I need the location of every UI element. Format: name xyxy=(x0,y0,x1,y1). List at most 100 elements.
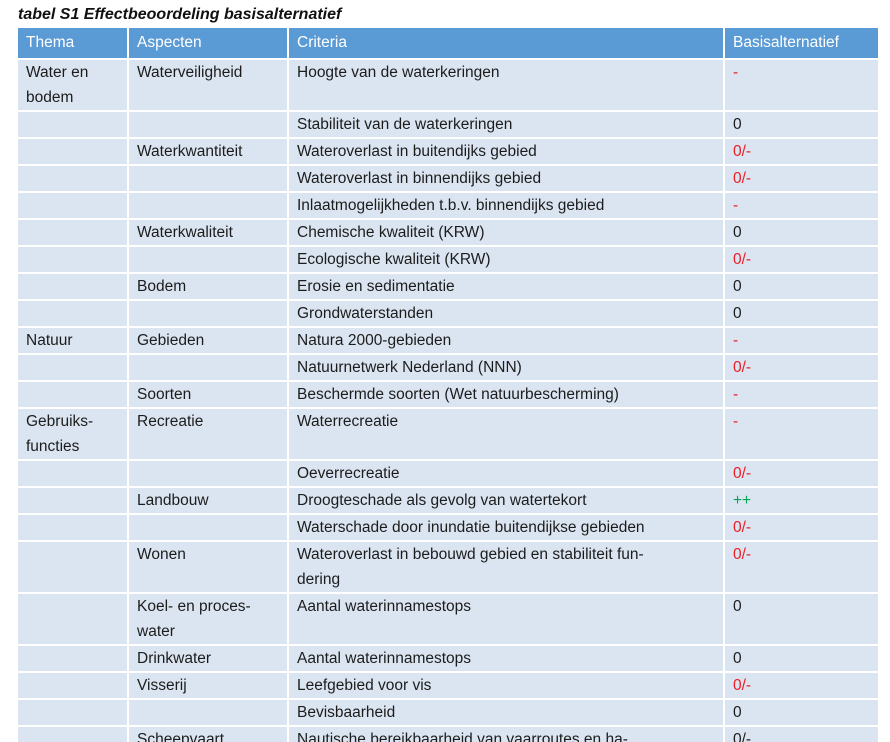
aspect-cell: Soorten xyxy=(127,380,288,408)
thema-cell: Water en bodem xyxy=(18,58,128,111)
thema-cell: Natuur xyxy=(18,326,128,354)
criteria-cell: Leefgebied voor vis xyxy=(287,671,724,699)
criteria-cell: Ecologische kwaliteit (KRW) xyxy=(287,245,724,273)
score-cell: 0/- xyxy=(723,513,878,541)
score-cell: 0 xyxy=(723,272,878,300)
criteria-cell: Wateroverlast in bebouwd gebied en stabi… xyxy=(287,540,724,593)
score-cell: 0/- xyxy=(723,459,878,487)
thema-cell xyxy=(18,218,128,246)
score-cell: 0/- xyxy=(723,245,878,273)
table-row: Bodem Erosie en sedimentatie 0 xyxy=(18,272,878,300)
aspect-cell: Koel- en proces- water xyxy=(127,592,288,645)
column-header-thema: Thema xyxy=(18,28,128,59)
aspect-cell: Wonen xyxy=(127,540,288,593)
aspect-cell xyxy=(127,299,288,327)
aspect-cell: Waterkwantiteit xyxy=(127,137,288,165)
criteria-cell: Droogteschade als gevolg van watertekort xyxy=(287,486,724,514)
table-row: Natuur Gebieden Natura 2000-gebieden - xyxy=(18,326,878,354)
criteria-cell: Aantal waterinnamestops xyxy=(287,644,724,672)
score-cell: 0 xyxy=(723,110,878,138)
aspect-cell xyxy=(127,459,288,487)
thema-cell xyxy=(18,725,128,742)
table-row: Ecologische kwaliteit (KRW) 0/- xyxy=(18,245,878,273)
thema-cell xyxy=(18,380,128,408)
criteria-cell: Waterrecreatie xyxy=(287,407,724,460)
table-row: Gebruiks- functies Recreatie Waterrecreati… xyxy=(18,407,878,460)
effect-assessment-table: Thema Aspecten Criteria Basisalternatief… xyxy=(18,28,878,742)
criteria-cell: Natuurnetwerk Nederland (NNN) xyxy=(287,353,724,381)
aspect-cell: Waterveiligheid xyxy=(127,58,288,111)
table-row: Wonen Wateroverlast in bebouwd gebied en … xyxy=(18,540,878,593)
table-row: Water en bodem Waterveiligheid Hoogte van … xyxy=(18,58,878,111)
aspect-cell xyxy=(127,513,288,541)
table-body: Water en bodem Waterveiligheid Hoogte van … xyxy=(18,58,878,742)
aspect-cell xyxy=(127,164,288,192)
score-cell: 0 xyxy=(723,644,878,672)
thema-cell xyxy=(18,513,128,541)
table-row: Wateroverlast in binnendijks gebied 0/- xyxy=(18,164,878,192)
score-cell: 0 xyxy=(723,592,878,645)
thema-cell xyxy=(18,671,128,699)
thema-cell xyxy=(18,459,128,487)
aspect-cell: Gebieden xyxy=(127,326,288,354)
score-cell: 0 xyxy=(723,698,878,726)
score-cell: 0 xyxy=(723,299,878,327)
score-cell: 0/- xyxy=(723,671,878,699)
column-header-basisalternatief: Basisalternatief xyxy=(723,28,878,59)
table-row: Inlaatmogelijkheden t.b.v. binnendijks g… xyxy=(18,191,878,219)
aspect-cell: Bodem xyxy=(127,272,288,300)
table-row: Natuurnetwerk Nederland (NNN) 0/- xyxy=(18,353,878,381)
thema-cell xyxy=(18,698,128,726)
aspect-cell xyxy=(127,353,288,381)
table-row: Waterkwaliteit Chemische kwaliteit (KRW) 0 xyxy=(18,218,878,246)
aspect-cell xyxy=(127,110,288,138)
aspect-cell: Waterkwaliteit xyxy=(127,218,288,246)
score-cell: - xyxy=(723,58,878,111)
score-cell: 0/- xyxy=(723,540,878,593)
criteria-cell: Erosie en sedimentatie xyxy=(287,272,724,300)
table-row: Grondwaterstanden 0 xyxy=(18,299,878,327)
thema-cell xyxy=(18,245,128,273)
thema-cell xyxy=(18,164,128,192)
table-row: Waterkwantiteit Wateroverlast in buitendi… xyxy=(18,137,878,165)
score-cell: 0/- xyxy=(723,353,878,381)
table-row: Bevisbaarheid 0 xyxy=(18,698,878,726)
table-row: Visserij Leefgebied voor vis 0/- xyxy=(18,671,878,699)
column-header-criteria: Criteria xyxy=(287,28,724,59)
criteria-cell: Nautische bereikbaarheid van vaarroutes … xyxy=(287,725,724,742)
criteria-cell: Aantal waterinnamestops xyxy=(287,592,724,645)
thema-cell xyxy=(18,299,128,327)
aspect-cell xyxy=(127,191,288,219)
score-cell: ++ xyxy=(723,486,878,514)
score-cell: - xyxy=(723,380,878,408)
criteria-cell: Waterschade door inundatie buitendijkse … xyxy=(287,513,724,541)
criteria-cell: Oeverrecreatie xyxy=(287,459,724,487)
thema-cell xyxy=(18,137,128,165)
thema-cell: Gebruiks- functies xyxy=(18,407,128,460)
aspect-cell: Recreatie xyxy=(127,407,288,460)
score-cell: - xyxy=(723,326,878,354)
table-row: Soorten Beschermde soorten (Wet natuurbes… xyxy=(18,380,878,408)
thema-cell xyxy=(18,191,128,219)
thema-cell xyxy=(18,644,128,672)
table-row: Oeverrecreatie 0/- xyxy=(18,459,878,487)
criteria-cell: Wateroverlast in binnendijks gebied xyxy=(287,164,724,192)
table-row: Landbouw Droogteschade als gevolg van wat… xyxy=(18,486,878,514)
criteria-cell: Wateroverlast in buitendijks gebied xyxy=(287,137,724,165)
criteria-cell: Natura 2000-gebieden xyxy=(287,326,724,354)
thema-cell xyxy=(18,486,128,514)
table-row: Koel- en proces- water Aantal waterinname… xyxy=(18,592,878,645)
thema-cell xyxy=(18,540,128,593)
table-row: Stabiliteit van de waterkeringen 0 xyxy=(18,110,878,138)
aspect-cell xyxy=(127,698,288,726)
criteria-cell: Inlaatmogelijkheden t.b.v. binnendijks g… xyxy=(287,191,724,219)
criteria-cell: Bevisbaarheid xyxy=(287,698,724,726)
aspect-cell: Landbouw xyxy=(127,486,288,514)
criteria-cell: Grondwaterstanden xyxy=(287,299,724,327)
score-cell: 0/- xyxy=(723,137,878,165)
criteria-cell: Hoogte van de waterkeringen xyxy=(287,58,724,111)
criteria-cell: Stabiliteit van de waterkeringen xyxy=(287,110,724,138)
aspect-cell: Scheepvaart xyxy=(127,725,288,742)
thema-cell xyxy=(18,592,128,645)
